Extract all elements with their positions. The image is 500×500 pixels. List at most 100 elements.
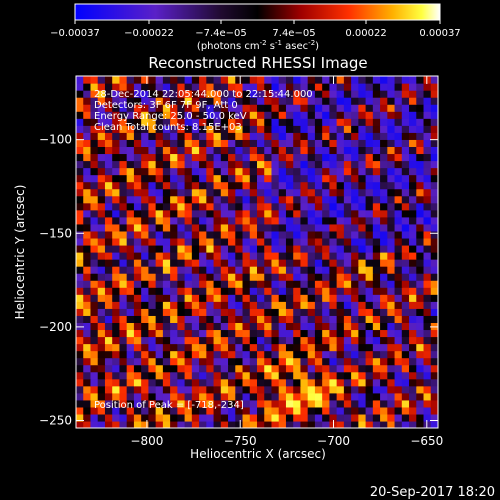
heatmap-cell: [365, 266, 374, 274]
heatmap-cell: [416, 399, 425, 408]
heatmap-cell: [343, 153, 352, 162]
heatmap-cell: [380, 308, 388, 316]
heatmap-cell: [141, 308, 149, 316]
heatmap-cell: [394, 181, 403, 190]
heatmap-cell: [380, 146, 388, 155]
heatmap-cell: [416, 392, 425, 401]
heatmap-cell: [401, 195, 410, 204]
heatmap-cell: [430, 266, 438, 274]
heatmap-cell: [387, 90, 396, 98]
heatmap-cell: [300, 181, 309, 190]
heatmap-cell: [372, 420, 381, 428]
heatmap-cell: [249, 301, 258, 309]
heatmap-cell: [133, 406, 142, 415]
heatmap-cell: [336, 287, 345, 295]
heatmap-cell: [271, 350, 280, 359]
heatmap-cell: [285, 153, 294, 162]
heatmap-cell: [351, 174, 359, 183]
heatmap-cell: [416, 104, 425, 112]
heatmap-cell: [351, 343, 359, 352]
heatmap-cell: [97, 287, 106, 295]
heatmap-cell: [213, 153, 222, 162]
heatmap-cell: [133, 420, 142, 428]
heatmap-cell: [126, 252, 135, 260]
heatmap-cell: [285, 146, 294, 155]
heatmap-cell: [104, 420, 113, 428]
heatmap-cell: [155, 167, 164, 176]
heatmap-cell: [177, 343, 186, 352]
heatmap-cell: [329, 259, 338, 267]
heatmap-cell: [372, 322, 381, 331]
heatmap-cell: [199, 132, 207, 140]
heatmap-cell: [119, 209, 128, 218]
heatmap-cell: [119, 174, 128, 183]
heatmap-cell: [358, 273, 367, 281]
heatmap-cell: [409, 195, 417, 204]
heatmap-cell: [199, 244, 207, 253]
heatmap-cell: [213, 188, 222, 197]
heatmap-cell: [430, 223, 438, 232]
heatmap-cell: [394, 413, 403, 422]
heatmap-cell: [394, 420, 403, 428]
heatmap-cell: [119, 216, 128, 225]
heatmap-cell: [322, 357, 330, 366]
heatmap-cell: [293, 181, 302, 190]
heatmap-cell: [235, 266, 244, 274]
heatmap-cell: [387, 336, 396, 345]
heatmap-cell: [336, 301, 345, 309]
heatmap-cell: [249, 209, 258, 218]
heatmap-cell: [83, 252, 92, 260]
heatmap-cell: [242, 97, 251, 105]
heatmap-cell: [372, 315, 381, 323]
heatmap-cell: [148, 132, 157, 140]
heatmap-cell: [264, 202, 273, 211]
heatmap-cell: [199, 329, 207, 338]
heatmap-cell: [365, 350, 374, 359]
heatmap-cell: [358, 336, 367, 345]
heatmap-cell: [430, 329, 438, 338]
heatmap-cell: [133, 280, 142, 288]
heatmap-cell: [242, 266, 251, 274]
heatmap-cell: [343, 167, 352, 176]
heatmap-cell: [228, 371, 236, 380]
heatmap-cell: [351, 209, 359, 218]
heatmap-cell: [430, 111, 438, 119]
heatmap-cell: [358, 223, 367, 232]
heatmap-cell: [76, 301, 84, 309]
heatmap-cell: [220, 329, 229, 338]
heatmap-cell: [394, 343, 403, 352]
heatmap-cell: [401, 153, 410, 162]
heatmap-cell: [278, 83, 287, 91]
heatmap-cell: [365, 160, 374, 169]
heatmap-cell: [177, 181, 186, 190]
heatmap-cell: [126, 223, 135, 232]
heatmap-cell: [119, 399, 128, 408]
heatmap-cell: [162, 216, 171, 225]
heatmap-cell: [278, 371, 287, 380]
heatmap-cell: [264, 230, 273, 239]
heatmap-cell: [119, 230, 128, 239]
heatmap-cell: [416, 357, 425, 366]
heatmap-cell: [307, 273, 316, 281]
heatmap-cell: [314, 378, 323, 387]
heatmap-cell: [380, 266, 388, 274]
heatmap-cell: [416, 336, 425, 345]
heatmap-cell: [365, 188, 374, 197]
heatmap-cell: [249, 188, 258, 197]
heatmap-cell: [133, 273, 142, 281]
heatmap-cell: [329, 385, 338, 394]
heatmap-cell: [416, 315, 425, 323]
heatmap-cell: [329, 301, 338, 309]
heatmap-cell: [285, 315, 294, 323]
heatmap-cell: [380, 167, 388, 176]
heatmap-cell: [409, 259, 417, 267]
heatmap-cell: [206, 181, 215, 190]
heatmap-cell: [300, 308, 309, 316]
heatmap-cell: [213, 266, 222, 274]
heatmap-cell: [409, 202, 417, 211]
heatmap-cell: [199, 336, 207, 345]
heatmap-cell: [322, 160, 330, 169]
heatmap-cell: [191, 420, 200, 428]
heatmap-cell: [119, 336, 128, 345]
heatmap-cell: [126, 294, 135, 302]
